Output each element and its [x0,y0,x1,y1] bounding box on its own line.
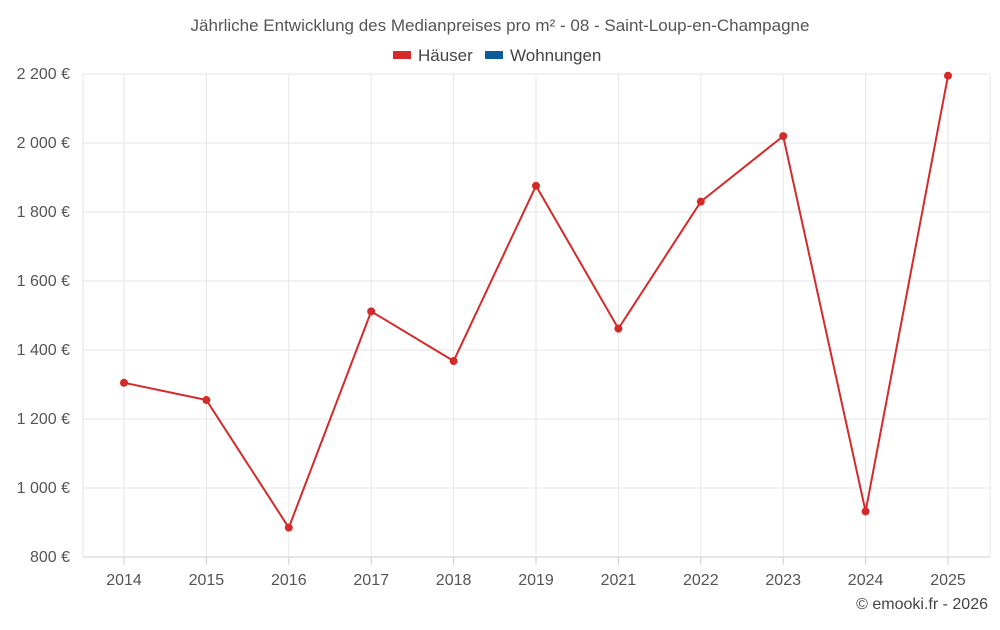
x-tick-label: 2023 [765,572,801,589]
legend-item-wohnungen[interactable]: Wohnungen [485,46,601,65]
data-point-haeuser [861,507,870,516]
y-tick-label: 1 200 € [17,411,70,428]
data-point-haeuser [696,197,705,206]
data-point-haeuser [284,523,293,532]
y-tick-label: 1 400 € [17,342,70,359]
data-point-haeuser [449,357,458,366]
data-point-haeuser [367,307,376,316]
x-tick-label: 2018 [436,572,472,589]
data-point-haeuser [779,132,788,141]
x-tick-label: 2021 [601,572,637,589]
series [120,71,952,532]
y-tick-label: 1 800 € [17,204,70,221]
data-point-haeuser [202,396,211,405]
data-point-haeuser [532,181,540,190]
legend-swatch-haeuser [393,51,411,59]
legend[interactable]: Häuser Wohnungen [393,46,601,65]
legend-label-haeuser[interactable]: Häuser [418,46,473,65]
data-point-haeuser [614,324,623,333]
y-tick-label: 1 600 € [17,273,70,290]
x-tick-label: 2019 [518,572,554,589]
x-tick-label: 2016 [271,572,307,589]
y-tick-label: 1 000 € [17,480,70,497]
x-tick-label: 2022 [683,572,719,589]
data-point-haeuser [944,71,952,80]
x-tick-label: 2014 [106,572,142,589]
y-tick-label: 2 200 € [17,66,70,83]
x-tick-label: 2025 [930,572,966,589]
legend-label-wohnungen[interactable]: Wohnungen [510,46,601,65]
x-tick-label: 2015 [189,572,225,589]
grid [82,73,991,558]
axes: 800 € 1 000 € 1 200 € 1 400 € 1 600 € 1 800 €… [17,66,966,589]
data-point-haeuser [120,378,128,387]
legend-swatch-wohnungen [485,51,503,59]
x-tick-label: 2024 [848,572,884,589]
y-tick-label: 800 € [30,549,70,566]
y-tick-label: 2 000 € [17,135,70,152]
credit-text: © emooki.fr - 2026 [856,596,988,613]
x-tick-label: 2017 [353,572,389,589]
legend-item-haeuser[interactable]: Häuser [393,46,473,65]
chart-title: Jährliche Entwicklung des Medianpreises … [191,16,810,35]
